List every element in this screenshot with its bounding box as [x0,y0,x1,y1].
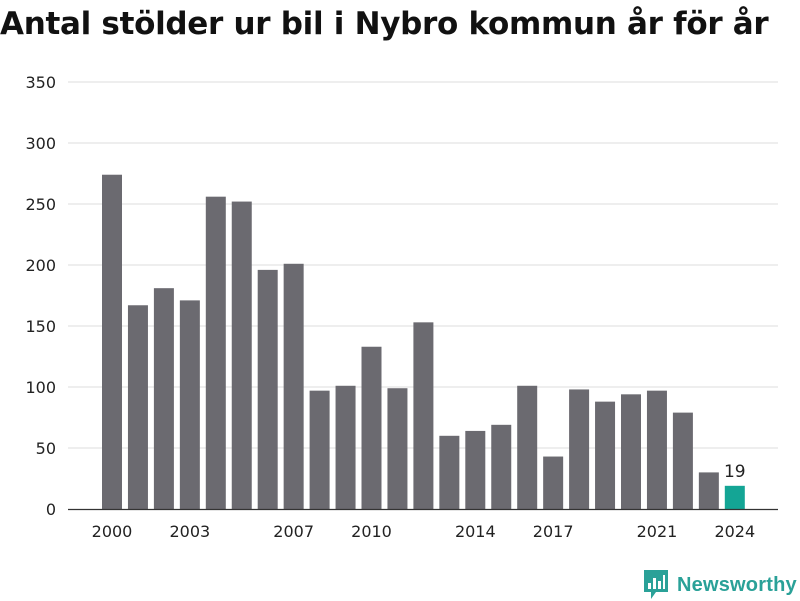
bar-2024 [724,485,745,509]
bar-2023 [698,472,719,509]
bar-2022 [672,412,693,509]
x-tick-label: 2017 [533,522,574,541]
bar-2017 [543,456,564,509]
y-tick-label: 200 [25,256,56,275]
x-tick-label: 2007 [273,522,314,541]
bar-2019 [595,401,616,509]
bar-2006 [257,269,278,509]
bar-2014 [465,430,486,509]
chart-title: Antal stölder ur bil i Nybro kommun år f… [0,6,769,42]
bar-2009 [335,385,356,509]
brand-name: Newsworthy [677,573,797,596]
bar-2000 [102,174,122,509]
y-axis-tick-labels: 0 50 100 150 200 250 300 350 [25,73,56,519]
bars [102,174,745,509]
bar-2007 [283,263,304,509]
bar-2020 [621,394,641,509]
x-tick-label: 2021 [637,522,678,541]
x-tick-label: 2000 [92,522,133,541]
y-tick-label: 250 [25,195,56,214]
bar-2016 [517,385,538,509]
y-tick-label: 50 [36,439,56,458]
bar-2004 [205,196,226,509]
y-tick-label: 300 [25,134,56,153]
bar-2013 [439,435,460,509]
bar-2001 [127,305,148,509]
y-tick-label: 100 [25,378,56,397]
y-tick-label: 350 [25,73,56,92]
x-tick-label: 2010 [351,522,392,541]
x-tick-label: 2024 [714,522,755,541]
bar-2010 [361,346,382,509]
data-label-2024: 19 [724,462,746,482]
newsworthy-logo-icon [644,570,668,599]
bar-2002 [153,288,174,509]
bar-2015 [491,424,512,509]
x-tick-label: 2014 [455,522,496,541]
newsworthy-logo: Newsworthy [644,569,797,601]
x-axis-tick-labels: 2000 2003 2007 2010 2014 2017 2021 2024 [92,522,756,541]
x-tick-label: 2003 [169,522,210,541]
data-labels: 19 [724,462,746,482]
bar-2011 [387,388,408,509]
bar-2005 [231,201,252,509]
bar-2018 [569,389,590,509]
bar-2021 [646,390,667,509]
y-tick-label: 0 [46,500,56,519]
bar-2003 [179,300,200,509]
y-tick-label: 150 [25,317,56,336]
bar-2012 [413,322,434,509]
bar-2008 [309,390,330,509]
